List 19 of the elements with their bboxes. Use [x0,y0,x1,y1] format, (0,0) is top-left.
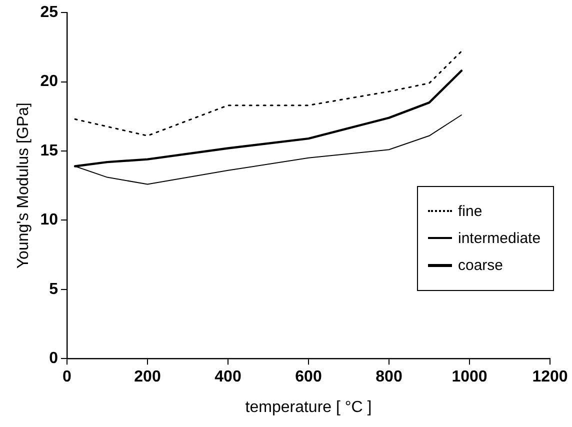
y-tick-label: 5 [49,280,58,298]
y-tick-label: 20 [40,73,58,90]
y-tick-label: 15 [40,142,58,160]
x-tick-label: 0 [62,368,72,386]
y-tick-label: 10 [40,212,58,229]
x-axis-title: temperature [ °C ] [245,398,372,416]
line-series [74,50,462,137]
y-tick-label: 0 [49,350,58,368]
x-tick-label: 200 [134,368,161,386]
x-tick-label: 400 [214,368,242,386]
legend-label: coarse [458,256,504,274]
x-tick-label: 1200 [532,368,568,386]
y-axis-title: Young's Modulus [GPa] [15,102,32,269]
legend-label: intermediate [458,230,541,247]
x-tick-label: 1000 [452,368,488,386]
x-tick-label: 600 [295,368,322,386]
y-tick-label: 25 [40,4,58,22]
legend-label: fine [458,202,482,220]
x-tick-label: 800 [376,368,402,386]
